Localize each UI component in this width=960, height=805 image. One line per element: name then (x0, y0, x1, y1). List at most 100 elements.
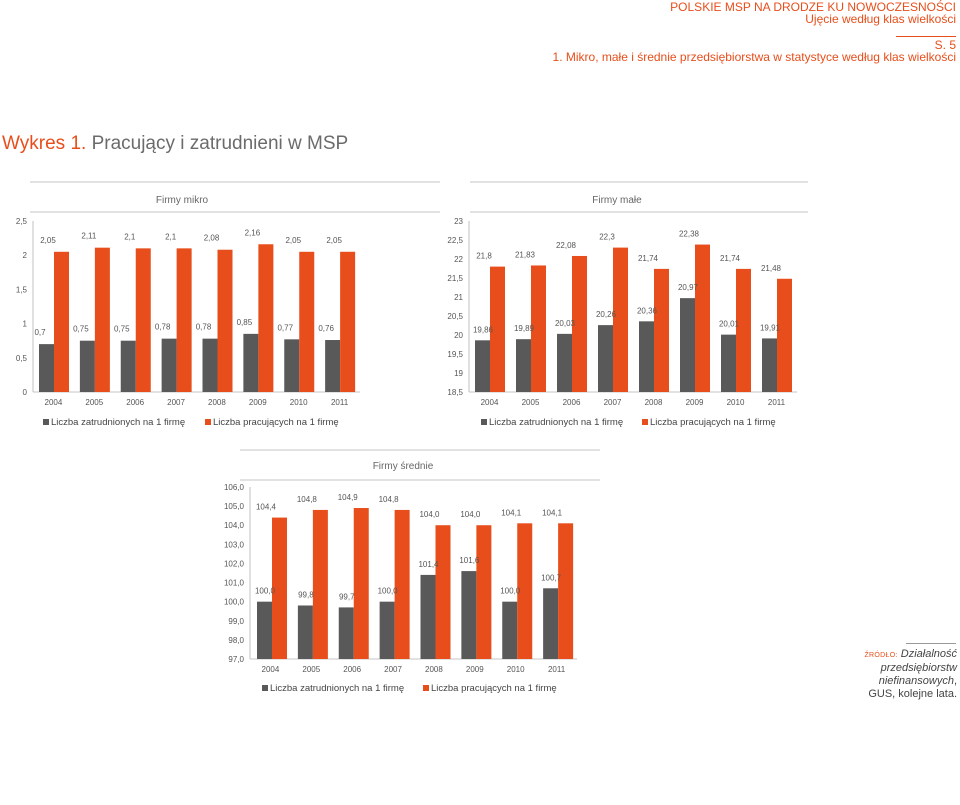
bar-zatrudnieni (325, 340, 341, 392)
bar-zatrudnieni (338, 607, 354, 659)
data-label: 104,0 (419, 510, 440, 519)
x-tick-label: 2006 (126, 398, 144, 407)
x-tick-label: 2011 (331, 398, 349, 407)
bar-pracujacy (217, 249, 233, 392)
data-label: 21,8 (476, 252, 492, 261)
legend-label: Liczba pracujących na 1 firmę (431, 683, 557, 694)
x-tick-label: 2006 (343, 665, 361, 674)
y-tick-label: 19 (454, 369, 463, 378)
data-label: 2,05 (285, 236, 301, 245)
bar-zatrudnieni (639, 321, 654, 392)
header-subtitle: Ujęcie według klas wielkości (805, 12, 956, 26)
data-label: 0,75 (73, 325, 89, 334)
bar-pracujacy (176, 248, 192, 392)
bar-zatrudnieni (257, 601, 272, 659)
legend-swatch (423, 685, 429, 691)
bar-zatrudnieni (420, 574, 436, 659)
data-label: 0,85 (237, 318, 253, 327)
data-label: 100,0 (500, 587, 521, 596)
x-tick-label: 2006 (563, 398, 581, 407)
x-tick-label: 2010 (727, 398, 745, 407)
data-label: 100,0 (378, 587, 399, 596)
x-tick-label: 2011 (768, 398, 786, 407)
data-label: 2,1 (165, 232, 177, 241)
data-label: 104,1 (542, 508, 563, 517)
source-rest: , GUS, kolejne lata. (868, 675, 957, 700)
y-tick-label: 21,5 (447, 274, 463, 283)
legend-label: Liczba zatrudnionych na 1 firmę (489, 417, 623, 428)
data-label: 20,26 (596, 310, 617, 319)
y-tick-label: 102,0 (224, 559, 245, 568)
bar-zatrudnieni (543, 588, 559, 659)
legend-swatch (205, 419, 211, 425)
x-tick-label: 2008 (425, 665, 443, 674)
bar-zatrudnieni (516, 339, 531, 392)
bar-zatrudnieni (284, 339, 300, 392)
y-tick-label: 23 (454, 217, 463, 226)
y-tick-label: 22 (454, 255, 463, 264)
bar-zatrudnieni (762, 338, 777, 392)
data-label: 19,91 (760, 323, 781, 332)
bar-zatrudnieni (379, 601, 395, 659)
figure-title: Wykres 1. Pracujący i zatrudnieni w MSP (2, 133, 348, 155)
data-label: 104,0 (460, 510, 481, 519)
data-label: 22,3 (599, 233, 615, 242)
bar-pracujacy (517, 523, 533, 659)
data-label: 0,78 (155, 323, 171, 332)
source-rule (906, 643, 956, 644)
bar-pracujacy (476, 525, 492, 659)
y-tick-label: 19,5 (447, 350, 463, 359)
data-label: 2,1 (124, 232, 136, 241)
bar-pracujacy (135, 248, 151, 392)
bar-zatrudnieni (120, 340, 136, 392)
bar-pracujacy (299, 251, 315, 392)
y-tick-label: 20 (454, 331, 463, 340)
bar-pracujacy (312, 509, 328, 659)
y-tick-label: 97,0 (228, 655, 244, 664)
bar-pracujacy (695, 244, 710, 392)
data-label: 0,75 (114, 325, 130, 334)
data-label: 0,78 (196, 323, 212, 332)
data-label: 21,74 (638, 254, 659, 263)
bar-pracujacy (572, 255, 587, 392)
chart-title: Firmy mikro (156, 195, 209, 206)
legend-label: Liczba pracujących na 1 firmę (650, 417, 776, 428)
x-tick-label: 2007 (167, 398, 185, 407)
header-rule (896, 36, 956, 37)
x-tick-label: 2011 (548, 665, 566, 674)
source-publication: Działalność przedsiębiorstw niefinansowy… (878, 648, 957, 687)
data-label: 2,11 (81, 232, 97, 241)
data-label: 20,03 (555, 319, 576, 328)
data-label: 21,83 (515, 250, 536, 259)
data-label: 2,08 (204, 234, 220, 243)
header-section: 1. Mikro, małe i średnie przedsiębiorstw… (552, 50, 956, 64)
bar-zatrudnieni (461, 571, 477, 659)
x-tick-label: 2008 (208, 398, 226, 407)
x-tick-label: 2009 (466, 665, 484, 674)
y-tick-label: 22,5 (447, 236, 463, 245)
x-tick-label: 2005 (302, 665, 320, 674)
data-label: 20,36 (637, 306, 658, 315)
bar-zatrudnieni (680, 298, 695, 392)
x-tick-label: 2008 (645, 398, 663, 407)
legend-swatch (481, 419, 487, 425)
bar-pracujacy (736, 268, 751, 392)
bar-pracujacy (531, 265, 546, 392)
data-label: 21,74 (720, 254, 741, 263)
bar-pracujacy (394, 509, 410, 659)
data-label: 19,89 (514, 324, 535, 333)
bar-pracujacy (558, 523, 574, 659)
bar-pracujacy (54, 251, 69, 392)
bar-pracujacy (340, 251, 356, 392)
data-label: 101,6 (459, 556, 480, 565)
bar-zatrudnieni (39, 344, 54, 392)
source-note: ŹRÓDŁO: Działalność przedsiębiorstw nief… (856, 648, 957, 701)
data-label: 104,4 (256, 503, 277, 512)
legend-label: Liczba pracujących na 1 firmę (213, 417, 339, 428)
x-tick-label: 2004 (481, 398, 499, 407)
data-label: 2,05 (326, 236, 342, 245)
bar-zatrudnieni (243, 333, 259, 392)
data-label: 0,7 (34, 328, 46, 337)
bar-zatrudnieni (161, 338, 177, 392)
